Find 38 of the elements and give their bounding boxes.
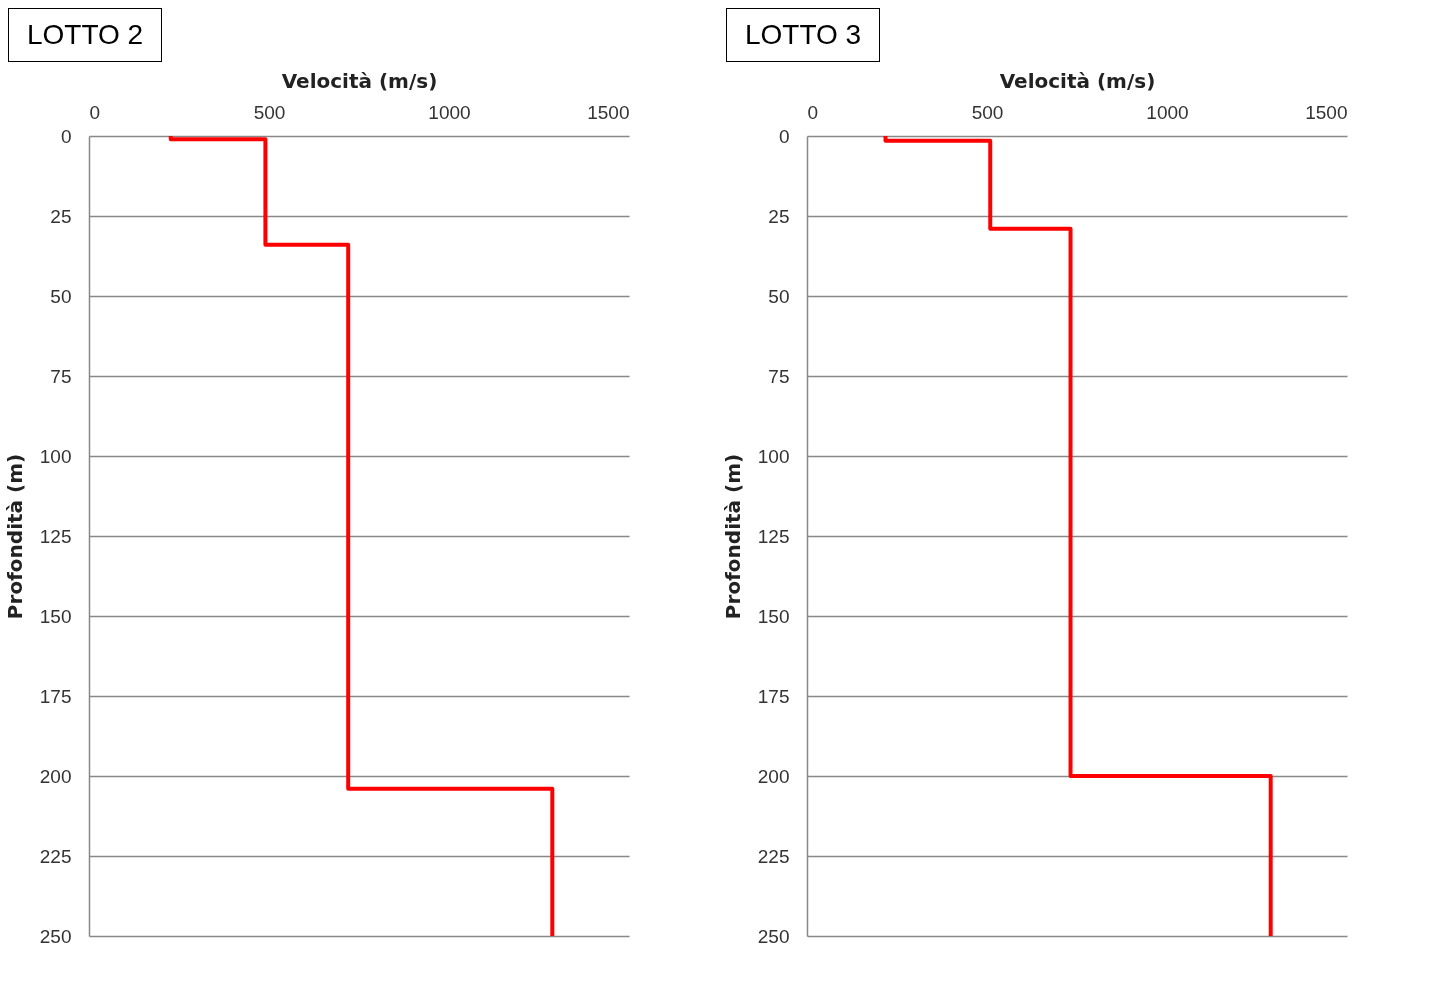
x-tick-label: 0	[89, 101, 101, 123]
line-series	[883, 134, 1273, 938]
y-axis-title: Profondità (m)	[2, 453, 27, 620]
y-tick-label: 175	[39, 685, 72, 707]
x-tick-label: 500	[971, 101, 1004, 123]
y-tick-label: 200	[39, 765, 72, 787]
y-tick-label: 200	[757, 765, 790, 787]
y-tick-label: 225	[39, 845, 72, 867]
y-tick-label: 250	[39, 925, 72, 947]
y-tick-label: 50	[768, 285, 790, 307]
y-tick-label: 0	[60, 125, 72, 147]
y-tick-label: 250	[757, 925, 790, 947]
x-axis-title: Velocità (m/s)	[999, 68, 1156, 93]
y-tick-label: 75	[50, 365, 72, 387]
y-tick-label: 100	[757, 445, 790, 467]
y-tick-label: 175	[757, 685, 790, 707]
y-tick-label: 125	[757, 525, 790, 547]
y-tick-label: 150	[757, 605, 790, 627]
line-series	[168, 134, 555, 938]
x-tick-label: 1000	[428, 101, 471, 123]
y-tick-label: 75	[768, 365, 790, 387]
chart-title: LOTTO 3	[726, 8, 881, 62]
x-tick-label: 1000	[1146, 101, 1189, 123]
y-tick-label: 0	[778, 125, 790, 147]
x-axis-title: Velocità (m/s)	[281, 68, 438, 93]
y-tick-label: 50	[50, 285, 72, 307]
y-tick-label: 100	[39, 445, 72, 467]
chart-title: LOTTO 2	[8, 8, 163, 62]
x-tick-label: 1500	[1305, 101, 1348, 123]
y-tick-label: 150	[39, 605, 72, 627]
x-tick-label: 0	[807, 101, 819, 123]
x-tick-label: 500	[253, 101, 286, 123]
x-tick-label: 1500	[587, 101, 630, 123]
y-tick-label: 125	[39, 525, 72, 547]
y-tick-label: 25	[50, 205, 72, 227]
y-axis-title: Profondità (m)	[720, 453, 745, 620]
y-tick-label: 225	[757, 845, 790, 867]
y-tick-label: 25	[768, 205, 790, 227]
